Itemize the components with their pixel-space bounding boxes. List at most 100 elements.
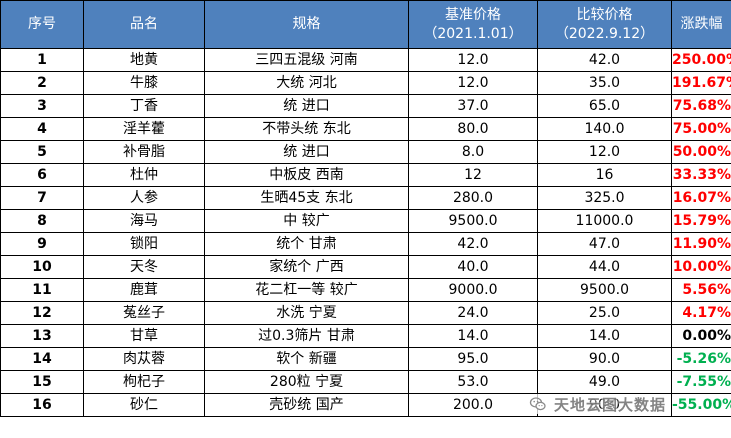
cell-base-price: 9000.0 xyxy=(408,278,538,302)
cell-spec: 统个 甘肃 xyxy=(204,232,409,256)
table-row: 4 淫羊藿 不带头统 东北 80.0 140.0 75.00% xyxy=(0,117,731,141)
cell-compare-price: 49.0 xyxy=(537,370,672,394)
table-row: 13 甘草 过0.3筛片 甘肃 14.0 14.0 0.00% xyxy=(0,324,731,348)
cell-base-price: 24.0 xyxy=(408,301,538,325)
table-header: 序号 品名 规格 基准价格 （2021.1.01） 比较价格 （2022.9.1… xyxy=(0,0,731,49)
cell-no: 8 xyxy=(0,209,84,233)
cell-spec: 壳砂统 国产 xyxy=(204,393,409,417)
table-row: 10 天冬 家统个 广西 40.0 44.0 10.00% xyxy=(0,255,731,279)
cell-no: 16 xyxy=(0,393,84,417)
header-base-price-label: 基准价格 xyxy=(445,6,501,23)
cell-compare-price: 44.0 xyxy=(537,255,672,279)
cell-compare-price: 25.0 xyxy=(537,301,672,325)
cell-base-price: 12.0 xyxy=(408,48,538,72)
cell-name: 肉苁蓉 xyxy=(83,347,205,371)
cell-change: 11.90% xyxy=(671,232,731,256)
cell-base-price: 12.0 xyxy=(408,71,538,95)
cell-name: 淫羊藿 xyxy=(83,117,205,141)
cell-no: 4 xyxy=(0,117,84,141)
price-comparison-table: 序号 品名 规格 基准价格 （2021.1.01） 比较价格 （2022.9.1… xyxy=(0,0,731,417)
header-compare-date: （2022.9.12） xyxy=(554,25,655,42)
cell-no: 6 xyxy=(0,163,84,187)
cell-change: -55.00% xyxy=(671,393,731,417)
cell-no: 11 xyxy=(0,278,84,302)
cell-change: -7.55% xyxy=(671,370,731,394)
header-change: 涨跌幅 xyxy=(671,0,731,49)
header-row: 序号 品名 规格 基准价格 （2021.1.01） 比较价格 （2022.9.1… xyxy=(0,0,731,49)
cell-name: 鹿茸 xyxy=(83,278,205,302)
cell-change: 75.00% xyxy=(671,117,731,141)
table-row: 3 丁香统 进口 37.0 65.0 75.68% xyxy=(0,94,731,118)
cell-name: 牛膝 xyxy=(83,71,205,95)
header-compare-price-label: 比较价格 xyxy=(576,6,633,23)
cell-change: 15.79% xyxy=(671,209,731,233)
cell-change: 4.17% xyxy=(671,301,731,325)
table-row: 5 补骨脂统 进口 8.0 12.0 50.00% xyxy=(0,140,731,164)
cell-compare-price: 12.0 xyxy=(537,140,672,164)
cell-change: 0.00% xyxy=(671,324,731,348)
table-row: 16 砂仁 壳砂统 国产 200.0 90.0 -55.00% xyxy=(0,393,731,417)
cell-spec: 生晒45支 东北 xyxy=(204,186,409,210)
cell-change: 10.00% xyxy=(671,255,731,279)
cell-change: 75.68% xyxy=(671,94,731,118)
cell-name: 杜仲 xyxy=(83,163,205,187)
cell-name: 地黄 xyxy=(83,48,205,72)
cell-no: 12 xyxy=(0,301,84,325)
cell-name: 人参 xyxy=(83,186,205,210)
header-base-date: （2021.1.01） xyxy=(423,25,523,42)
cell-base-price: 40.0 xyxy=(408,255,538,279)
cell-change: 33.33% xyxy=(671,163,731,187)
cell-compare-price: 90.0 xyxy=(537,393,672,417)
cell-base-price: 8.0 xyxy=(408,140,538,164)
header-compare-price: 比较价格 （2022.9.12） xyxy=(537,0,672,49)
header-name: 品名 xyxy=(83,0,205,49)
table-row: 15 枸杞子 280粒 宁夏 53.0 49.0 -7.55% xyxy=(0,370,731,394)
header-base-price: 基准价格 （2021.1.01） xyxy=(408,0,538,49)
cell-base-price: 12 xyxy=(408,163,538,187)
table-row: 14 肉苁蓉 软个 新疆 95.0 90.0 -5.26% xyxy=(0,347,731,371)
cell-change: 5.56% xyxy=(671,278,731,302)
cell-compare-price: 16 xyxy=(537,163,672,187)
cell-base-price: 9500.0 xyxy=(408,209,538,233)
table-row: 12 菟丝子 水洗 宁夏 24.0 25.0 4.17% xyxy=(0,301,731,325)
cell-compare-price: 90.0 xyxy=(537,347,672,371)
cell-no: 10 xyxy=(0,255,84,279)
cell-base-price: 37.0 xyxy=(408,94,538,118)
cell-compare-price: 47.0 xyxy=(537,232,672,256)
cell-base-price: 53.0 xyxy=(408,370,538,394)
cell-compare-price: 14.0 xyxy=(537,324,672,348)
cell-change: 16.07% xyxy=(671,186,731,210)
cell-no: 1 xyxy=(0,48,84,72)
cell-spec: 花二杠一等 较广 xyxy=(204,278,409,302)
cell-name: 锁阳 xyxy=(83,232,205,256)
cell-spec: 不带头统 东北 xyxy=(204,117,409,141)
cell-name: 天冬 xyxy=(83,255,205,279)
cell-no: 13 xyxy=(0,324,84,348)
cell-spec: 家统个 广西 xyxy=(204,255,409,279)
header-spec: 规格 xyxy=(204,0,409,49)
cell-compare-price: 140.0 xyxy=(537,117,672,141)
cell-name: 枸杞子 xyxy=(83,370,205,394)
cell-name: 海马 xyxy=(83,209,205,233)
cell-change: 250.00% xyxy=(671,48,731,72)
cell-change: 191.67% xyxy=(671,71,731,95)
cell-spec: 大统 河北 xyxy=(204,71,409,95)
cell-name: 砂仁 xyxy=(83,393,205,417)
cell-no: 7 xyxy=(0,186,84,210)
cell-compare-price: 325.0 xyxy=(537,186,672,210)
table-row: 9 锁阳 统个 甘肃 42.0 47.0 11.90% xyxy=(0,232,731,256)
cell-change: 50.00% xyxy=(671,140,731,164)
cell-base-price: 14.0 xyxy=(408,324,538,348)
cell-compare-price: 42.0 xyxy=(537,48,672,72)
cell-no: 2 xyxy=(0,71,84,95)
cell-name: 补骨脂 xyxy=(83,140,205,164)
cell-name: 丁香 xyxy=(83,94,205,118)
table-row: 6 杜仲 中板皮 西南 12 16 33.33% xyxy=(0,163,731,187)
cell-spec: 三四五混级 河南 xyxy=(204,48,409,72)
cell-spec: 中板皮 西南 xyxy=(204,163,409,187)
table-row: 7 人参 生晒45支 东北 280.0 325.0 16.07% xyxy=(0,186,731,210)
cell-compare-price: 11000.0 xyxy=(537,209,672,233)
